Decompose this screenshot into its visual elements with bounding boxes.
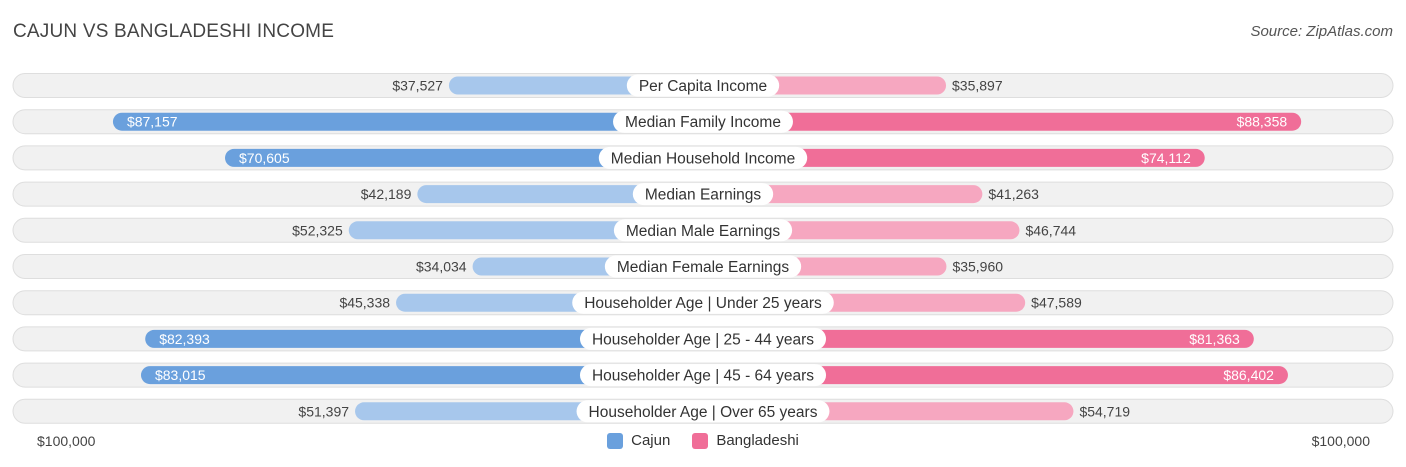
chart-plot: $37,527 $35,897 Per Capita Income $87,157 $8…	[12, 73, 1394, 424]
value-label-cajun-householder-age-under-25-years: $45,338	[339, 295, 390, 311]
value-label-bangladeshi-median-household-income: $74,112	[1141, 150, 1191, 166]
bar-bangladeshi-householder-age-45-64-years	[703, 366, 1288, 385]
category-pill-householder-age-45-64-years	[579, 364, 827, 387]
category-label-householder-age-25-44-years: Householder Age | 25 - 44 years	[592, 331, 814, 348]
value-label-bangladeshi-householder-age-25-44-years: $81,363	[1189, 331, 1240, 347]
legend-label-bangladeshi: Bangladeshi	[716, 432, 799, 449]
category-pill-per-capita-income	[626, 74, 780, 97]
value-label-bangladeshi-per-capita-income: $35,897	[952, 78, 1003, 94]
bar-bangladeshi-median-family-income	[703, 112, 1302, 131]
category-pill-householder-age-under-25-years	[572, 291, 834, 314]
value-label-cajun-median-family-income: $87,157	[127, 114, 178, 130]
value-label-cajun-householder-age-over-65-years: $51,397	[298, 403, 349, 419]
legend-swatch-bangladeshi	[692, 432, 709, 449]
bar-cajun-median-household-income	[225, 148, 703, 167]
chart-source: Source: ZipAtlas.com	[1250, 23, 1393, 40]
bar-bangladeshi-median-earnings	[703, 185, 983, 204]
category-pill-householder-age-over-65-years	[576, 400, 830, 423]
value-label-cajun-householder-age-25-44-years: $82,393	[159, 331, 210, 347]
value-label-bangladeshi-householder-age-45-64-years: $86,402	[1223, 367, 1274, 383]
category-label-per-capita-income: Per Capita Income	[639, 78, 767, 95]
value-label-bangladeshi-median-family-income: $88,358	[1237, 114, 1288, 130]
category-pill-median-earnings	[632, 183, 774, 206]
legend: Cajun Bangladeshi	[0, 432, 1406, 449]
value-label-bangladeshi-householder-age-over-65-years: $54,719	[1079, 403, 1130, 419]
category-label-householder-age-45-64-years: Householder Age | 45 - 64 years	[592, 368, 814, 385]
bar-cajun-householder-age-25-44-years	[145, 329, 703, 348]
bar-cajun-householder-age-45-64-years	[140, 366, 703, 385]
category-label-householder-age-over-65-years: Householder Age | Over 65 years	[589, 404, 818, 421]
bar-cajun-median-male-earnings	[348, 221, 703, 240]
category-pill-median-household-income	[598, 146, 808, 169]
bar-bangladeshi-median-household-income	[703, 148, 1205, 167]
axis-right-label: $100,000	[1311, 433, 1370, 449]
value-label-bangladeshi-median-earnings: $41,263	[988, 186, 1039, 202]
value-label-cajun-per-capita-income: $37,527	[392, 78, 443, 94]
category-label-median-family-income: Median Family Income	[625, 114, 781, 131]
bar-bangladeshi-householder-age-25-44-years	[703, 329, 1254, 348]
axis-left-label: $100,000	[37, 433, 96, 449]
bar-cajun-median-family-income	[112, 112, 703, 131]
value-label-bangladeshi-median-female-earnings: $35,960	[952, 259, 1003, 275]
legend-swatch-cajun	[607, 432, 624, 449]
category-label-median-earnings: Median Earnings	[645, 187, 762, 204]
category-pill-householder-age-25-44-years	[579, 327, 827, 350]
legend-item-cajun: Cajun	[607, 432, 670, 449]
category-pill-median-male-earnings	[613, 219, 793, 242]
category-pill-median-female-earnings	[604, 255, 802, 278]
category-label-householder-age-under-25-years: Householder Age | Under 25 years	[584, 295, 822, 312]
category-label-median-household-income: Median Household Income	[611, 150, 795, 167]
value-label-bangladeshi-median-male-earnings: $46,744	[1025, 222, 1076, 238]
value-label-cajun-median-female-earnings: $34,034	[416, 259, 467, 275]
value-label-cajun-median-male-earnings: $52,325	[292, 222, 343, 238]
value-label-bangladeshi-householder-age-under-25-years: $47,589	[1031, 295, 1082, 311]
category-label-median-female-earnings: Median Female Earnings	[617, 259, 790, 276]
value-label-cajun-median-household-income: $70,605	[239, 150, 290, 166]
value-label-cajun-median-earnings: $42,189	[361, 186, 412, 202]
legend-label-cajun: Cajun	[631, 432, 671, 449]
legend-item-bangladeshi: Bangladeshi	[692, 432, 799, 449]
bar-cajun-median-earnings	[417, 185, 703, 204]
category-label-median-male-earnings: Median Male Earnings	[626, 223, 780, 240]
category-pill-median-family-income	[613, 110, 793, 133]
value-label-cajun-householder-age-45-64-years: $83,015	[155, 367, 206, 383]
chart-title: CAJUN VS BANGLADESHI INCOME	[13, 21, 335, 42]
